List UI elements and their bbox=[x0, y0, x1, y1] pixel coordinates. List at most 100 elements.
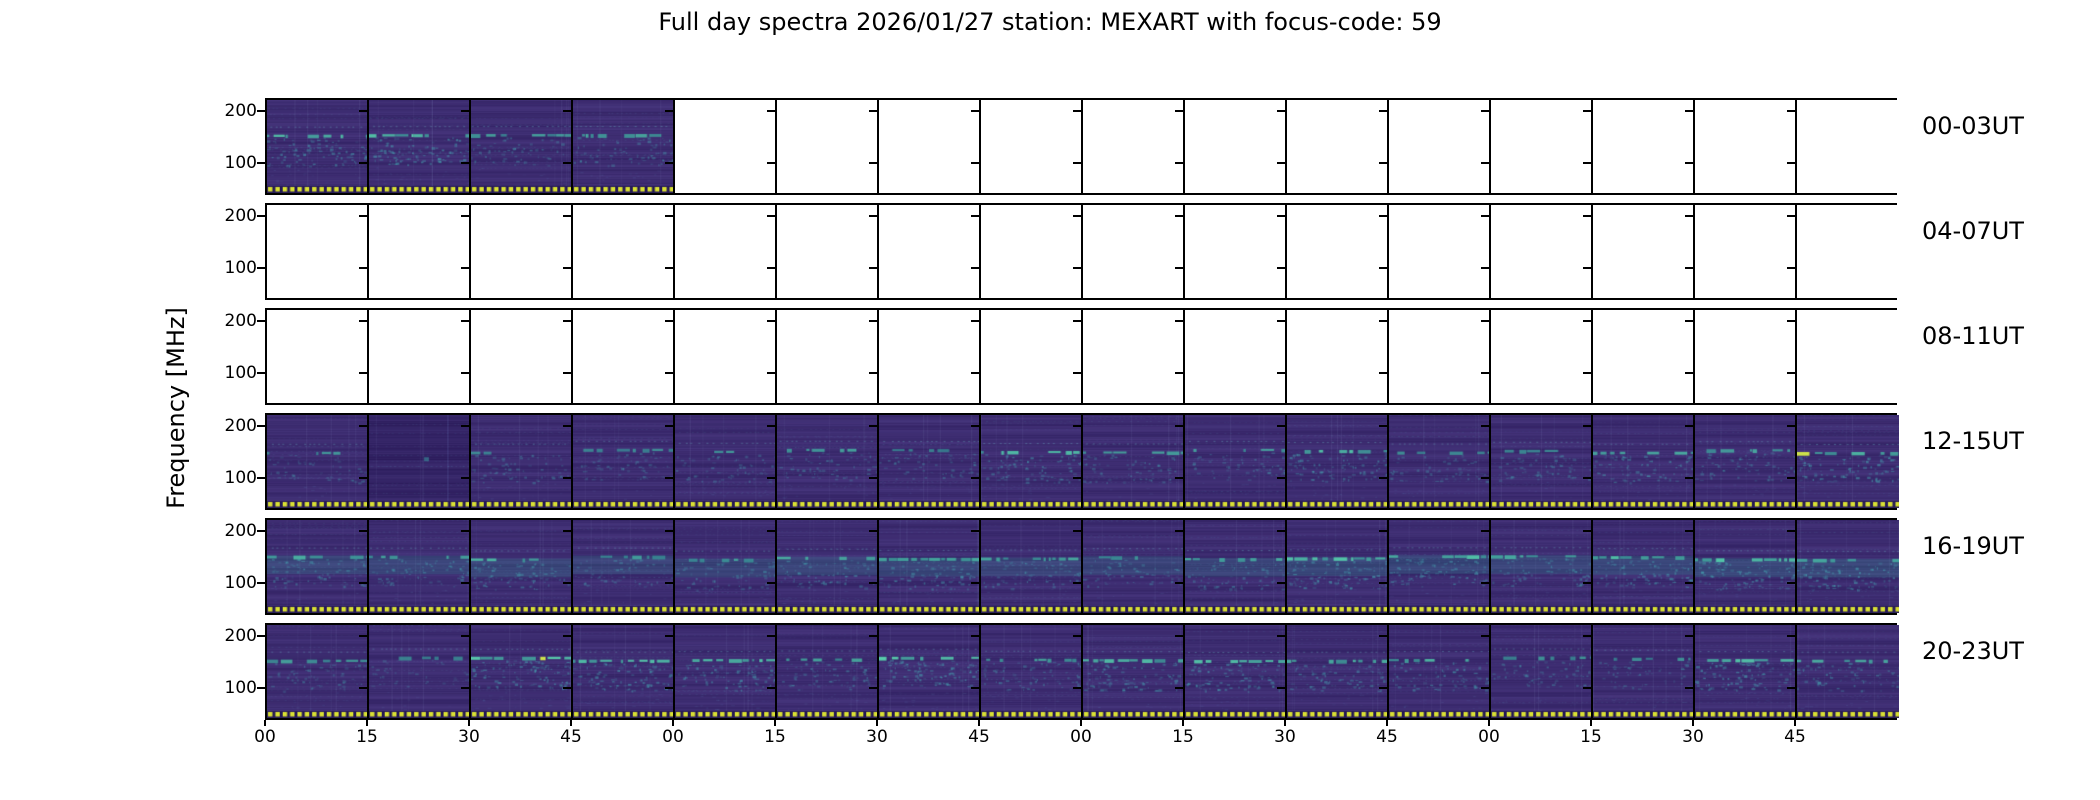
y-tick-mark bbox=[1481, 634, 1489, 637]
y-tick-mark bbox=[1787, 424, 1795, 427]
y-tick-mark bbox=[1685, 371, 1693, 374]
spectrogram-canvas bbox=[573, 625, 673, 718]
x-tick-label: 30 bbox=[458, 727, 480, 747]
x-tick-mark bbox=[876, 720, 878, 726]
y-tick-mark bbox=[1175, 476, 1183, 479]
spectrogram-canvas bbox=[1287, 625, 1387, 718]
spectrogram-canvas bbox=[267, 625, 367, 718]
y-tick-mark bbox=[257, 161, 265, 164]
y-tick-mark bbox=[1277, 371, 1285, 374]
y-tick-mark bbox=[1685, 581, 1693, 584]
y-tick-mark bbox=[1685, 109, 1693, 112]
x-tick-label: 15 bbox=[356, 727, 378, 747]
spectrogram-segment bbox=[1797, 520, 1899, 613]
empty-segment bbox=[879, 310, 981, 403]
y-tick-mark bbox=[1379, 371, 1387, 374]
y-tick-mark bbox=[665, 634, 673, 637]
y-tick-mark bbox=[1277, 424, 1285, 427]
y-tick-label: 200 bbox=[224, 415, 257, 436]
spectrogram-canvas bbox=[1389, 520, 1489, 613]
x-tick-mark bbox=[978, 720, 980, 726]
spectrogram-segment bbox=[1287, 415, 1389, 508]
y-tick-mark bbox=[971, 319, 979, 322]
y-tick-mark bbox=[1175, 529, 1183, 532]
x-tick-mark bbox=[672, 720, 674, 726]
spectrogram-canvas bbox=[675, 415, 775, 508]
y-tick-mark bbox=[869, 319, 877, 322]
y-tick-mark bbox=[1379, 476, 1387, 479]
y-tick-mark bbox=[971, 634, 979, 637]
y-tick-mark bbox=[1481, 529, 1489, 532]
x-tick-label: 30 bbox=[1682, 727, 1704, 747]
y-tick-mark bbox=[1787, 319, 1795, 322]
spectrogram-canvas bbox=[1695, 625, 1795, 718]
y-tick-mark bbox=[461, 476, 469, 479]
y-tick-label: 200 bbox=[224, 100, 257, 121]
y-tick-mark bbox=[665, 161, 673, 164]
spectrogram-canvas bbox=[573, 100, 673, 193]
x-tick-label: 45 bbox=[968, 727, 990, 747]
y-tick-label: 100 bbox=[224, 467, 257, 488]
y-tick-mark bbox=[359, 686, 367, 689]
y-tick-mark bbox=[665, 476, 673, 479]
spectrogram-canvas bbox=[1185, 415, 1285, 508]
spectrogram-segment bbox=[1287, 520, 1389, 613]
spectrogram-canvas bbox=[777, 520, 877, 613]
y-tick-label: 100 bbox=[224, 152, 257, 173]
y-tick-mark bbox=[1073, 161, 1081, 164]
row-label: 20-23UT bbox=[1922, 637, 2024, 665]
y-tick-mark bbox=[563, 109, 571, 112]
y-tick-mark bbox=[1277, 214, 1285, 217]
y-tick-mark bbox=[665, 371, 673, 374]
spectra-row-16-19UT bbox=[265, 518, 1899, 615]
empty-segment bbox=[1389, 310, 1491, 403]
y-tick-mark bbox=[1175, 161, 1183, 164]
y-tick-mark bbox=[1277, 266, 1285, 269]
spectrogram-canvas bbox=[471, 520, 571, 613]
y-tick-mark bbox=[665, 319, 673, 322]
y-tick-mark bbox=[563, 161, 571, 164]
spectrogram-segment bbox=[1185, 625, 1287, 718]
spectrogram-canvas bbox=[471, 415, 571, 508]
spectrogram-canvas bbox=[1491, 625, 1591, 718]
y-tick-mark bbox=[1175, 109, 1183, 112]
y-tick-mark bbox=[767, 634, 775, 637]
y-tick-mark bbox=[1277, 319, 1285, 322]
y-tick-mark bbox=[359, 581, 367, 584]
empty-segment bbox=[675, 100, 777, 193]
y-tick-mark bbox=[767, 109, 775, 112]
spectrogram-segment bbox=[777, 625, 879, 718]
x-tick-mark bbox=[1794, 720, 1796, 726]
y-tick-mark bbox=[1277, 476, 1285, 479]
y-tick-mark bbox=[461, 109, 469, 112]
empty-segment bbox=[471, 205, 573, 298]
row-label: 16-19UT bbox=[1922, 532, 2024, 560]
spectrogram-segment bbox=[1695, 415, 1797, 508]
spectrogram-canvas bbox=[1287, 520, 1387, 613]
spectrogram-segment bbox=[1797, 625, 1899, 718]
spectrogram-canvas bbox=[1083, 415, 1183, 508]
empty-segment bbox=[1491, 100, 1593, 193]
spectrogram-segment bbox=[471, 520, 573, 613]
y-tick-mark bbox=[563, 581, 571, 584]
spectrogram-canvas bbox=[1389, 625, 1489, 718]
empty-segment bbox=[879, 205, 981, 298]
y-tick-mark bbox=[563, 214, 571, 217]
spectrogram-segment bbox=[573, 100, 675, 193]
x-tick-mark bbox=[1386, 720, 1388, 726]
y-tick-mark bbox=[1583, 319, 1591, 322]
y-tick-mark bbox=[257, 581, 265, 584]
y-tick-mark bbox=[1073, 424, 1081, 427]
x-tick-label: 00 bbox=[662, 727, 684, 747]
y-tick-mark bbox=[1787, 161, 1795, 164]
y-tick-mark bbox=[1583, 109, 1591, 112]
y-tick-mark bbox=[1379, 161, 1387, 164]
y-tick-mark bbox=[1685, 686, 1693, 689]
y-tick-mark bbox=[257, 214, 265, 217]
empty-segment bbox=[777, 310, 879, 403]
spectrogram-segment bbox=[879, 625, 981, 718]
empty-segment bbox=[1797, 100, 1899, 193]
spectrogram-segment bbox=[675, 520, 777, 613]
y-tick-mark bbox=[1073, 319, 1081, 322]
